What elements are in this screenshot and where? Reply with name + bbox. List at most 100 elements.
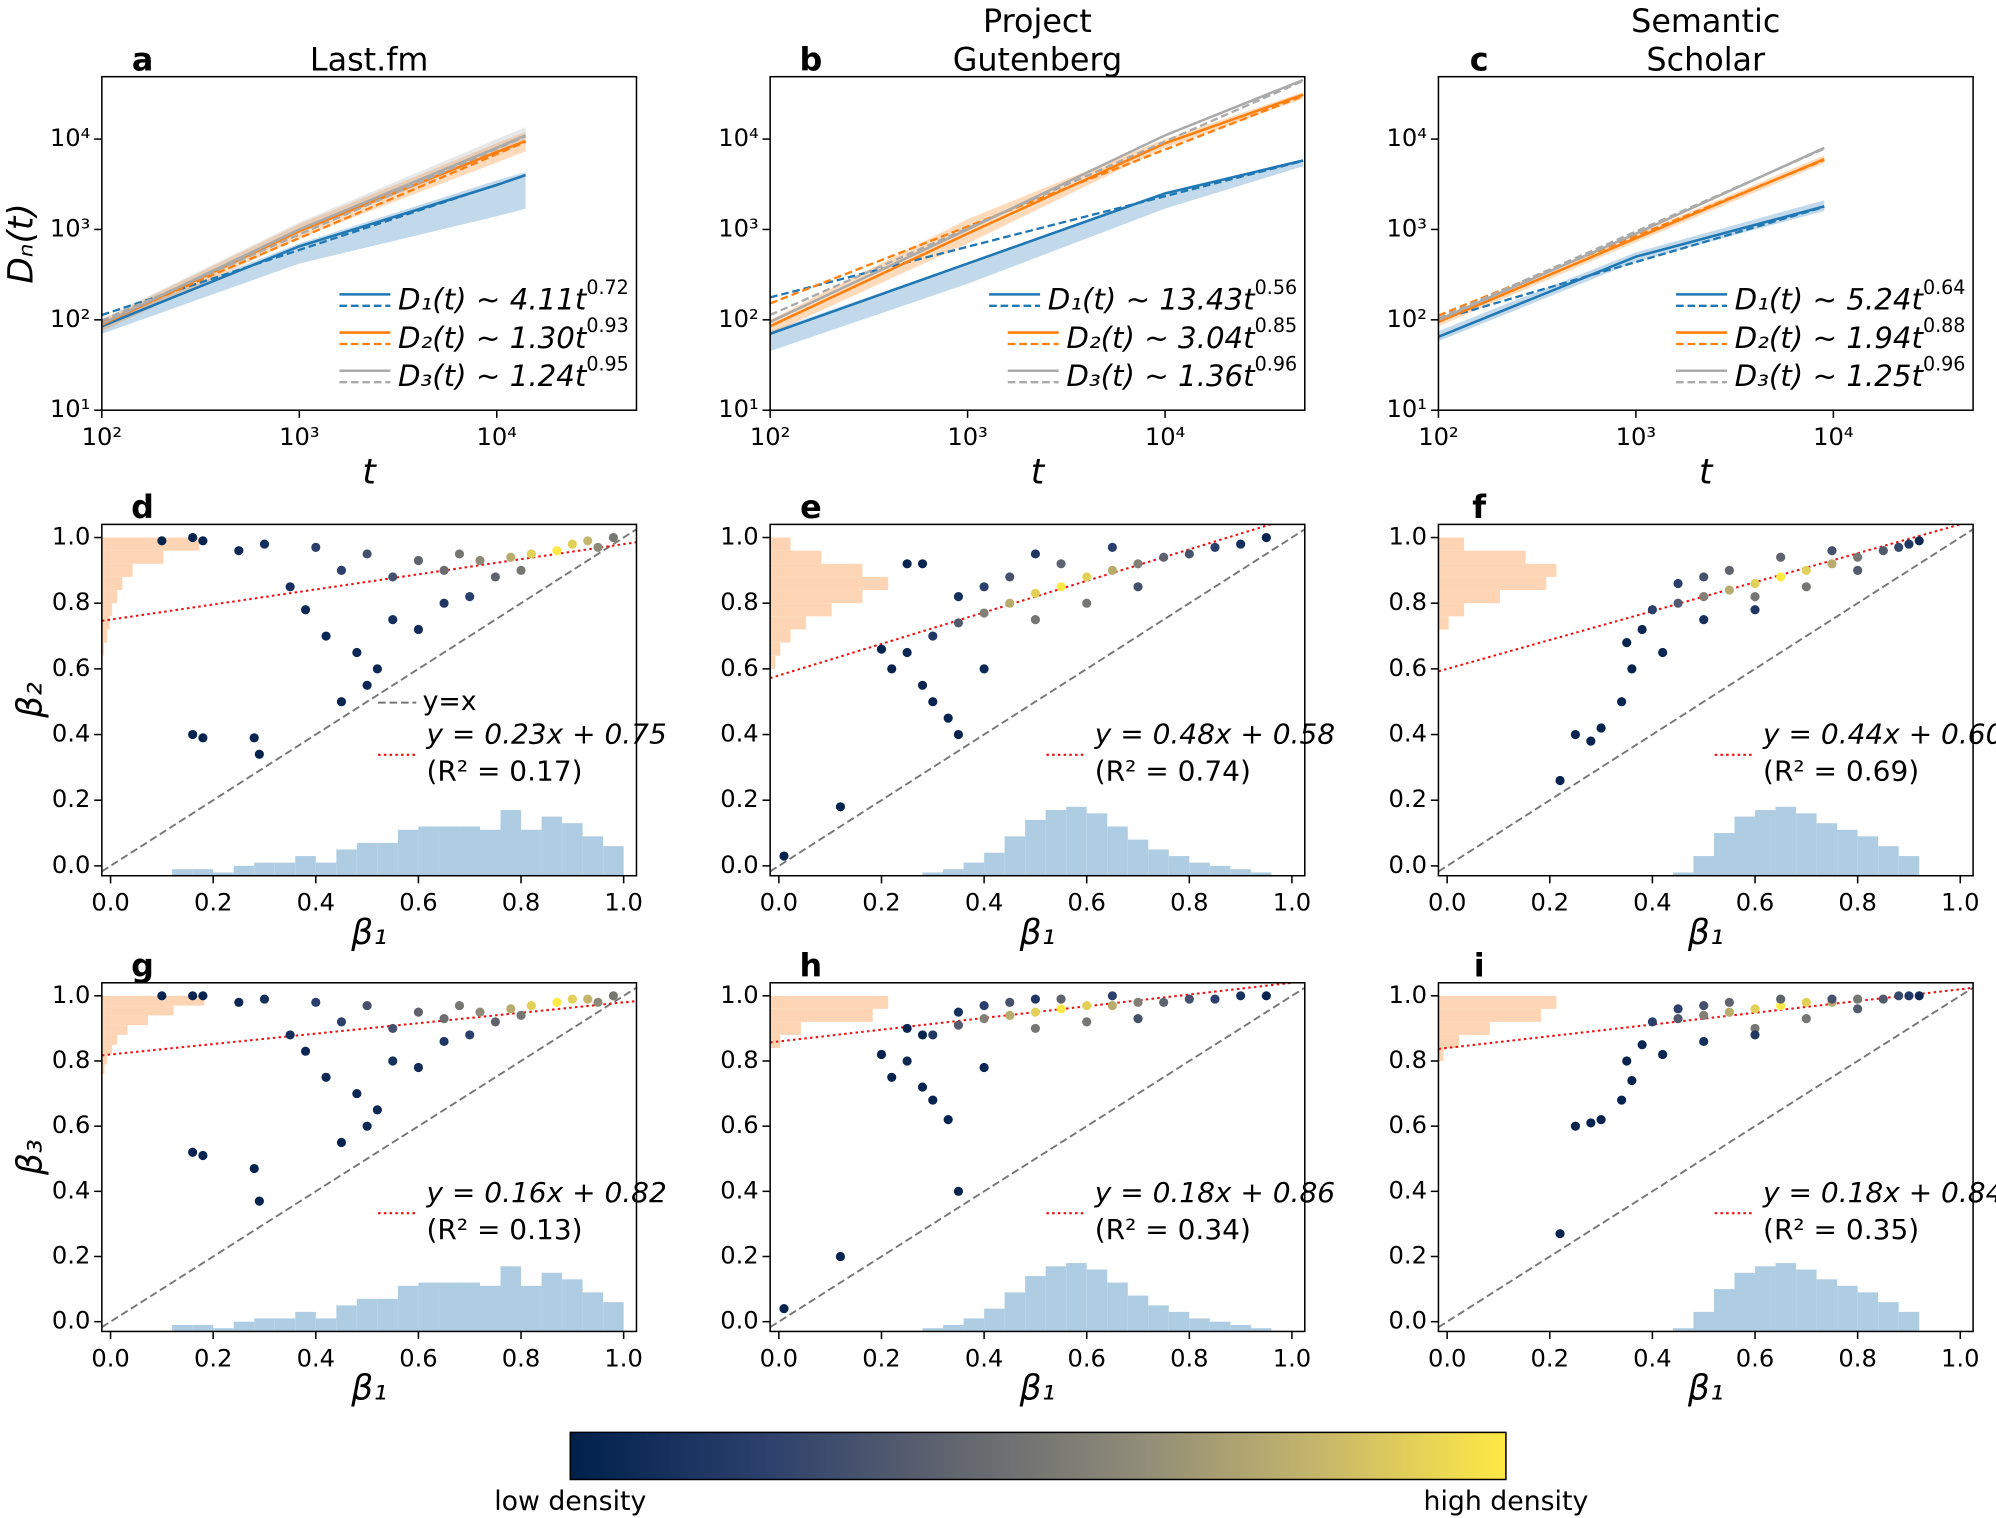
legend-exponent: 0.96 <box>1255 352 1297 375</box>
point <box>388 1023 398 1033</box>
histogram-bar-y <box>1438 576 1547 591</box>
data-line <box>1438 146 1825 321</box>
histogram-bar <box>479 829 501 876</box>
point <box>1159 997 1169 1007</box>
histogram-bar <box>418 1282 439 1332</box>
point <box>1133 582 1143 592</box>
point <box>1056 1004 1066 1014</box>
histogram-bar-y <box>101 1044 113 1055</box>
point <box>1673 1014 1683 1024</box>
histogram-bar-y <box>101 537 200 551</box>
histogram-bar <box>984 1308 1005 1332</box>
x-tick-label: 10² <box>82 423 122 451</box>
y-tick-label: 10⁴ <box>1387 124 1427 152</box>
point <box>1586 736 1596 746</box>
histogram-bar <box>1148 1305 1169 1332</box>
point <box>1637 624 1647 635</box>
y-tick-label: 1.0 <box>52 981 90 1009</box>
point <box>254 1196 264 1206</box>
y-tick-label: 1.0 <box>1389 523 1427 551</box>
x-axis-label: β₁ <box>350 1369 387 1409</box>
point <box>362 549 372 559</box>
point <box>1030 588 1040 598</box>
y-tick-label: 0.0 <box>52 851 90 879</box>
histogram-bar <box>1045 810 1067 876</box>
x-tick-label: 0.6 <box>1736 1344 1774 1372</box>
point <box>198 536 208 546</box>
histogram-bar-y <box>770 629 791 643</box>
histogram-bar-y <box>101 1034 118 1045</box>
histogram-bar-y <box>1438 590 1501 604</box>
point <box>300 1046 311 1056</box>
y-tick-label: 10¹ <box>718 395 758 423</box>
point <box>1005 572 1015 582</box>
point <box>583 536 593 546</box>
point <box>928 697 938 707</box>
histogram-bar-y <box>770 1021 801 1035</box>
legend-label: (R² = 0.74) <box>1095 755 1251 788</box>
point <box>1776 1001 1786 1011</box>
panel-label: g <box>131 947 154 985</box>
point <box>285 582 295 592</box>
legend-label: y = 0.18x + 0.84 <box>1762 1176 1996 1209</box>
point <box>1724 585 1734 595</box>
histogram-bar-y <box>1438 1008 1542 1022</box>
point <box>979 608 989 618</box>
point <box>465 592 475 602</box>
point <box>1627 664 1637 674</box>
point <box>953 1007 964 1017</box>
point <box>1853 565 1863 575</box>
panel: y=xy = 0.23x + 0.75 (R² = 0.17) 0.0 0.2 0.4 0… <box>10 488 666 953</box>
histogram-bar-y <box>770 537 791 551</box>
histogram-bar <box>1857 836 1879 876</box>
histogram-bar <box>1066 806 1087 876</box>
point <box>917 559 928 569</box>
histogram-bar-y <box>770 603 832 617</box>
plot-area <box>101 127 527 334</box>
point <box>1658 647 1668 658</box>
point <box>188 1147 198 1157</box>
y-tick-label: 0.0 <box>52 1307 90 1335</box>
histogram-bar <box>1107 826 1128 876</box>
point <box>1673 578 1683 589</box>
point <box>454 549 465 559</box>
histogram-bar <box>1775 806 1797 876</box>
point <box>1236 991 1246 1001</box>
colorbar <box>569 1431 1507 1481</box>
point <box>593 997 603 1007</box>
x-tick-label: 0.0 <box>760 1344 798 1372</box>
x-tick-label: 0.2 <box>194 1344 232 1372</box>
y-tick-label: 0.8 <box>52 1046 90 1074</box>
legend-text: D₃(t) ∼ 1.36t <box>1066 359 1256 393</box>
y-tick-label: 0.2 <box>52 1242 90 1270</box>
histogram-bar-y <box>101 590 118 604</box>
histogram-bar <box>1693 1311 1714 1332</box>
point <box>928 1030 938 1040</box>
histogram-bar <box>1127 1295 1149 1332</box>
panel-label: c <box>1470 40 1489 78</box>
colorbar-high-label: high density <box>1424 1486 1589 1517</box>
histogram-bar-y <box>1438 1034 1459 1048</box>
point <box>439 1036 449 1047</box>
point <box>336 565 347 575</box>
point <box>1133 559 1143 569</box>
x-axis-label: t <box>1699 452 1714 492</box>
axes-frame <box>1437 523 1974 877</box>
y-tick-label: 10⁴ <box>718 124 758 152</box>
y-axis-label: β₂ <box>10 682 50 719</box>
point <box>506 552 516 562</box>
histogram-bar <box>1672 1328 1694 1332</box>
legend-label: (R² = 0.34) <box>1095 1213 1251 1246</box>
point <box>1801 997 1811 1007</box>
point <box>902 1056 912 1066</box>
histogram-bar <box>1898 856 1920 876</box>
legend-text: D₁(t) ∼ 13.43t <box>1048 282 1256 316</box>
x-axis-label: t <box>362 452 377 492</box>
histogram-bar <box>1189 1318 1210 1332</box>
x-tick-label: 0.6 <box>1736 889 1774 917</box>
point <box>953 729 964 740</box>
x-axis-label: β₁ <box>1019 913 1056 953</box>
y-tick-label: 10⁴ <box>50 124 90 152</box>
point <box>979 1001 989 1011</box>
